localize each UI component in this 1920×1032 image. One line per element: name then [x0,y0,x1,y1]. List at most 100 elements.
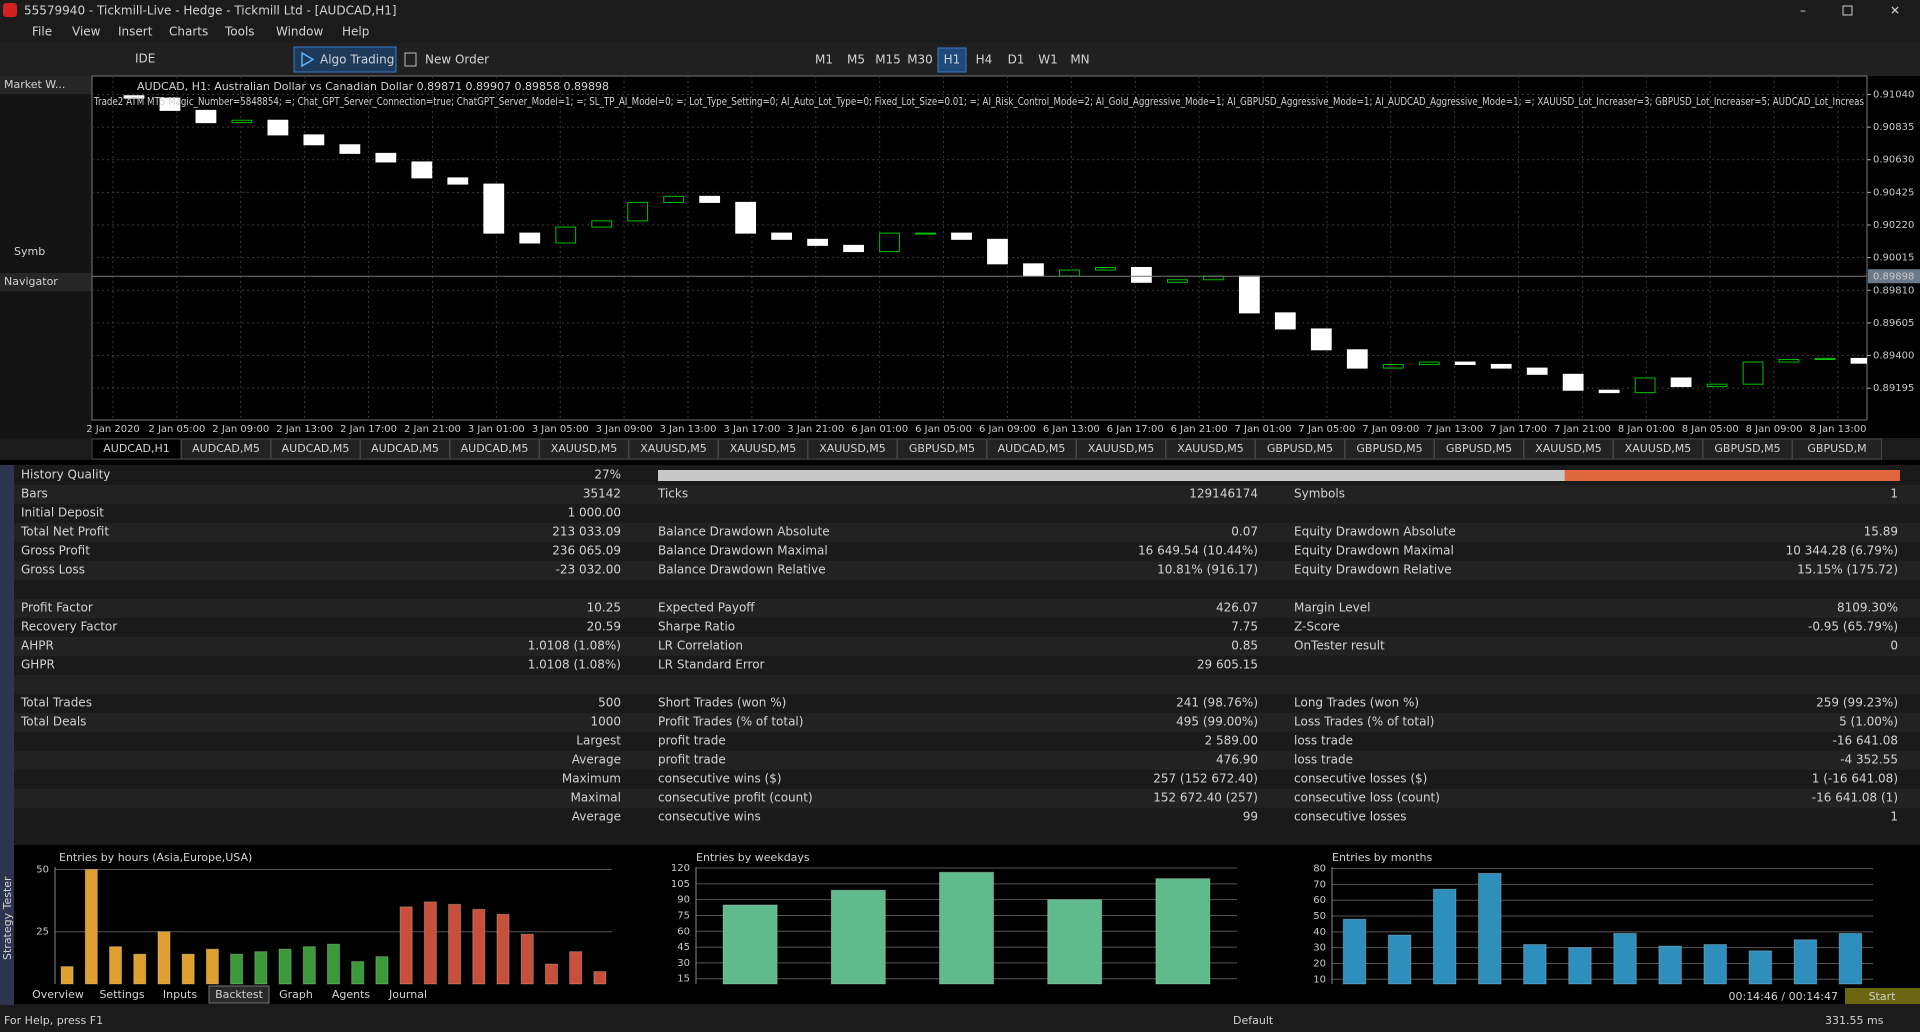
x-tick-label: 3 Jan 17:00 [723,424,780,435]
report-value: 476.90 [1216,753,1258,767]
timeframe-button[interactable]: M1 [815,53,833,67]
timeframe-button[interactable]: M15 [875,53,901,67]
menu-item[interactable]: Insert [118,25,153,39]
chart-tab-label: AUDCAD,M5 [371,442,439,455]
bar [1793,939,1818,985]
report-value: 0.85 [1231,639,1258,653]
x-tick-label: 7 Jan 17:00 [1490,424,1547,435]
bottom-tab[interactable]: Settings [99,988,144,1001]
x-tick-label: 7 Jan 05:00 [1298,424,1355,435]
bar [375,956,389,985]
candle-body [447,177,469,185]
chart-tab[interactable] [1792,438,1882,460]
timeframe-button[interactable]: W1 [1038,53,1058,67]
report-label: History Quality [21,468,110,482]
timeframe-button[interactable]: MN [1070,53,1089,67]
candle-body [231,119,253,124]
menu-item[interactable]: Charts [169,25,208,39]
candle-body [1382,363,1404,369]
x-tick-label: 3 Jan 21:00 [787,424,844,435]
bottom-tab[interactable]: Journal [388,988,427,1001]
candle-body [627,201,649,222]
candle-body [843,244,864,253]
minimize-button[interactable]: – [1800,4,1806,18]
bar [1478,872,1502,985]
report-label: consecutive losses ($) [1294,772,1427,786]
chart-tab-label: AUDCAD,M5 [461,442,529,455]
candle-body [951,232,972,240]
x-tick-label: 2 Jan 2020 [86,424,140,435]
candle-body [987,238,1008,265]
report-label: Margin Level [1294,601,1370,615]
bar [254,951,268,985]
report-value: 8109.30% [1837,601,1898,615]
menu-item[interactable]: Tools [224,25,255,39]
report-value: 5 (1.00%) [1839,715,1898,729]
menu-item[interactable]: View [72,25,101,39]
bar [1838,932,1863,985]
y-tick-label: 0.89400 [1873,351,1914,362]
x-tick-label: 6 Jan 01:00 [851,424,908,435]
bottom-tab[interactable]: Agents [332,988,371,1001]
start-button[interactable] [1845,988,1920,1004]
report-value: 10.81% (916.17) [1157,563,1258,577]
algo-trading-label[interactable]: Algo Trading [320,53,394,67]
report-value: -16 641.08 (1) [1812,791,1898,805]
chart-tab-label: XAUUSD,M5 [1177,442,1244,455]
report-value: -16 641.08 [1833,734,1898,748]
last-price-label: 0.89898 [1873,271,1914,282]
y-tick-label: 60 [677,926,690,937]
bottom-tab[interactable]: Inputs [163,988,197,1001]
timeframe-button[interactable]: M30 [907,53,933,67]
bottom-tab[interactable]: Backtest [215,988,264,1001]
report-label: Bars [21,487,48,501]
timeframe-button[interactable]: M5 [847,53,865,67]
x-tick-label: 8 Jan 13:00 [1810,424,1867,435]
bar [181,953,195,985]
tester-side-title: Strategy Tester [1,876,14,960]
report-label: Symbols [1294,487,1345,501]
y-tick-label: 70 [1313,879,1326,890]
menu-item[interactable]: Window [276,25,324,39]
report-stripe [14,637,1920,656]
x-tick-label: 8 Jan 01:00 [1618,424,1675,435]
y-tick-label: 30 [1313,943,1326,954]
tester-time: 00:14:46 / 00:14:47 [1728,990,1838,1003]
report-stripe [14,751,1920,770]
timeframe-button[interactable]: H4 [976,53,993,67]
symbols-tab[interactable]: Symb [14,245,45,258]
menu-item[interactable]: File [32,25,52,39]
status-profile: Default [1233,1014,1274,1027]
timeframe-button[interactable]: D1 [1008,53,1025,67]
report-label: loss trade [1294,753,1353,767]
report-value: 20.59 [587,620,621,634]
report-label: consecutive wins ($) [658,772,782,786]
chart-tab-label: GBPUSD,M5 [1446,442,1512,455]
bar [278,948,292,985]
start-label[interactable]: Start [1869,990,1897,1003]
algo-trading-button[interactable] [293,46,397,73]
report-label: Expected Payoff [658,601,755,615]
report-value: -0.95 (65.79%) [1808,620,1898,634]
new-order-button[interactable]: New Order [425,53,489,67]
navigator-title: Navigator [4,275,58,288]
y-tick-label: 105 [671,879,690,890]
x-tick-label: 7 Jan 01:00 [1235,424,1292,435]
bar [351,961,365,985]
timeframe-button[interactable]: H1 [944,53,961,67]
bar [326,943,341,985]
report-value: 7.75 [1231,620,1258,634]
report-stripe [14,675,1920,694]
x-tick-label: 2 Jan 13:00 [276,424,333,435]
bar [593,971,607,985]
bottom-tab[interactable]: Graph [279,988,313,1001]
maximize-button[interactable] [1842,5,1853,16]
close-button[interactable]: ✕ [1890,4,1900,18]
chart-params: Trade2 ATM MT5 Magic_Number=5848854; =; … [93,95,1864,108]
menu-item[interactable]: Help [342,25,369,39]
status-ping: 331.55 ms [1825,1014,1884,1027]
report-label: Sharpe Ratio [658,620,735,634]
report-value: Average [572,810,621,824]
bottom-tab[interactable]: Overview [32,988,84,1001]
ide-button[interactable]: IDE [135,52,155,66]
